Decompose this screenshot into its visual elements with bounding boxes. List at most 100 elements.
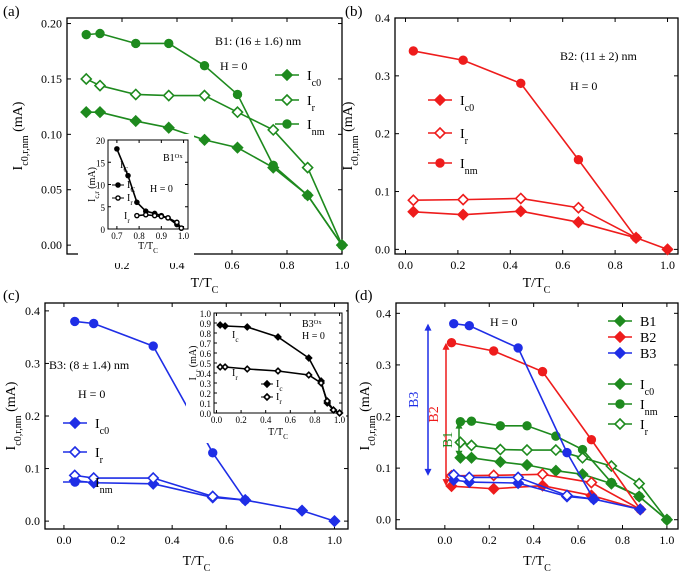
- c-y-tick-label: 0.0: [25, 514, 40, 528]
- b-y-tick-label: 0.1: [375, 185, 390, 199]
- b-legend-ic0-label: Ic0: [460, 94, 474, 114]
- d-x-tick-label: 0.0: [437, 533, 452, 547]
- a-data-point: [80, 72, 93, 86]
- c-inset-x-tick-label: 0.6: [285, 415, 297, 425]
- d-marker-legend-r-marker: [613, 417, 627, 431]
- c-inset-legend-ir-marker: [262, 392, 272, 402]
- a-y-tick-label: 0.10: [41, 127, 62, 141]
- d-data-point: [537, 366, 548, 377]
- c-inset-y-tick-label: 0.2: [200, 389, 211, 399]
- c-x-axis-label: T/TC: [183, 554, 211, 573]
- a-legend-ic0-label: Ic0: [307, 69, 321, 89]
- a-x-tick-label: 1.0: [335, 258, 350, 272]
- c-x-tick-label: 1.0: [327, 533, 342, 547]
- d-arrow-b1-head-bottom: [455, 450, 463, 458]
- d-x-tick-label: 0.8: [615, 533, 630, 547]
- a-data-point: [198, 133, 211, 147]
- a-inset-y-tick-label: 5: [101, 203, 106, 213]
- b-series-line: [413, 197, 637, 239]
- b-x-tick-label: 1.0: [660, 258, 675, 272]
- c-legend-ic0-marker: [68, 416, 82, 430]
- d-data-point: [560, 489, 574, 502]
- d-data-point: [662, 515, 672, 525]
- c-inset-data-point: [304, 371, 313, 379]
- d-data-point: [588, 494, 599, 504]
- a-data-point: [231, 141, 244, 154]
- d-data-point: [489, 346, 499, 356]
- b-legend-ir-label: Ir: [460, 127, 469, 147]
- a-y-axis-label: Ic0,r,nm (mA): [11, 101, 31, 170]
- a-legend-ir-marker: [280, 93, 294, 107]
- c-inset-data-point: [243, 323, 252, 331]
- c-data-point: [148, 341, 158, 351]
- a-inset-legend-ir-label: Ir: [127, 193, 133, 207]
- b-data-point: [456, 208, 470, 221]
- c-inset-x-tick-label: 0.0: [211, 415, 223, 425]
- d-data-point: [520, 458, 534, 472]
- c-inset-y-tick-label: 0.7: [200, 339, 212, 349]
- b-y-axis-label: Ic0,r,nm (mA): [341, 101, 361, 170]
- d-arrow-b2-label: B2: [427, 406, 442, 422]
- d-arrow-b2-head-bottom: [442, 479, 450, 487]
- a-data-point: [231, 106, 244, 119]
- a-y-tick-label: 0.15: [41, 72, 62, 86]
- a-legend-ir-label: Ir: [307, 94, 316, 114]
- b-legend-inm-marker: [435, 158, 445, 168]
- d-x-tick-label: 0.4: [526, 533, 541, 547]
- a-inset-y-tick-label: 0: [101, 225, 106, 235]
- d-y-tick-label: 0.4: [376, 306, 391, 320]
- d-data-point: [522, 421, 532, 431]
- a-data-point: [232, 89, 243, 100]
- d-x-tick-label: 0.6: [571, 533, 586, 547]
- c-inset-legend-ic-marker: [262, 379, 272, 389]
- c-inset-y-axis-label: Ic,r (mA): [188, 346, 202, 381]
- a-inset-data-point: [142, 211, 149, 218]
- c-inset-legend-ir-label: Ir: [276, 392, 282, 406]
- d-data-point: [549, 443, 563, 457]
- a-data-point: [162, 89, 175, 102]
- d-data-point: [466, 416, 477, 426]
- d-data-point: [449, 318, 459, 329]
- c-legend-ir-label: Ir: [95, 446, 104, 466]
- d-y-tick-label: 0.1: [376, 461, 391, 475]
- a-inset-legend-ic-label: IC: [127, 180, 135, 194]
- c-inset-data-point: [335, 409, 344, 417]
- a-data-point: [80, 106, 93, 119]
- b-data-point: [631, 233, 641, 243]
- a-data-point: [268, 160, 278, 171]
- d-data-point: [494, 455, 507, 469]
- a-legend-inm-marker: [282, 119, 292, 129]
- a-inset-x-tick-label: 1.0: [178, 231, 190, 241]
- a-inset-legend-ir-marker: [115, 195, 121, 201]
- a-panel-label: (a): [3, 4, 20, 20]
- d-data-point: [463, 471, 476, 484]
- c-inset-legend-ic-label: Ic: [276, 379, 283, 393]
- d-data-point: [562, 447, 572, 458]
- c-inset-x-axis-label: T/TC: [268, 427, 288, 441]
- b-frame: [394, 17, 679, 255]
- d-data-point: [464, 321, 474, 331]
- a-inset-data-point: [134, 212, 140, 219]
- c-legend-ic0-label: Ic0: [95, 417, 109, 437]
- a-inset-field-label: H = 0: [150, 184, 173, 195]
- d-frame: [395, 302, 679, 530]
- c-inset-x-tick-label: 0.4: [260, 415, 272, 425]
- c-inset-y-tick-label: 0.5: [200, 359, 212, 369]
- d-data-point: [465, 451, 478, 464]
- a-data-point: [93, 106, 107, 119]
- a-inset-data-point: [114, 146, 120, 152]
- d-marker-legend-c0-label: Ic0: [640, 378, 654, 398]
- d-marker-legend-nm-marker: [615, 399, 625, 409]
- d-data-point: [495, 421, 506, 431]
- d-color-legend-b3-label: B3: [640, 347, 656, 362]
- c-inset-data-point: [323, 397, 332, 405]
- a-data-point: [198, 89, 211, 102]
- a-inset-x-tick-label: 0.8: [133, 231, 145, 241]
- a-field-label: H = 0: [220, 59, 247, 73]
- d-x-tick-label: 1.0: [659, 533, 674, 547]
- c-inset-y-tick-label: 1.0: [200, 309, 212, 319]
- b-field-label: H = 0: [570, 79, 597, 93]
- a-data-point: [337, 240, 347, 250]
- d-color-legend-b3-marker: [613, 346, 627, 360]
- c-y-tick-label: 0.2: [25, 409, 40, 423]
